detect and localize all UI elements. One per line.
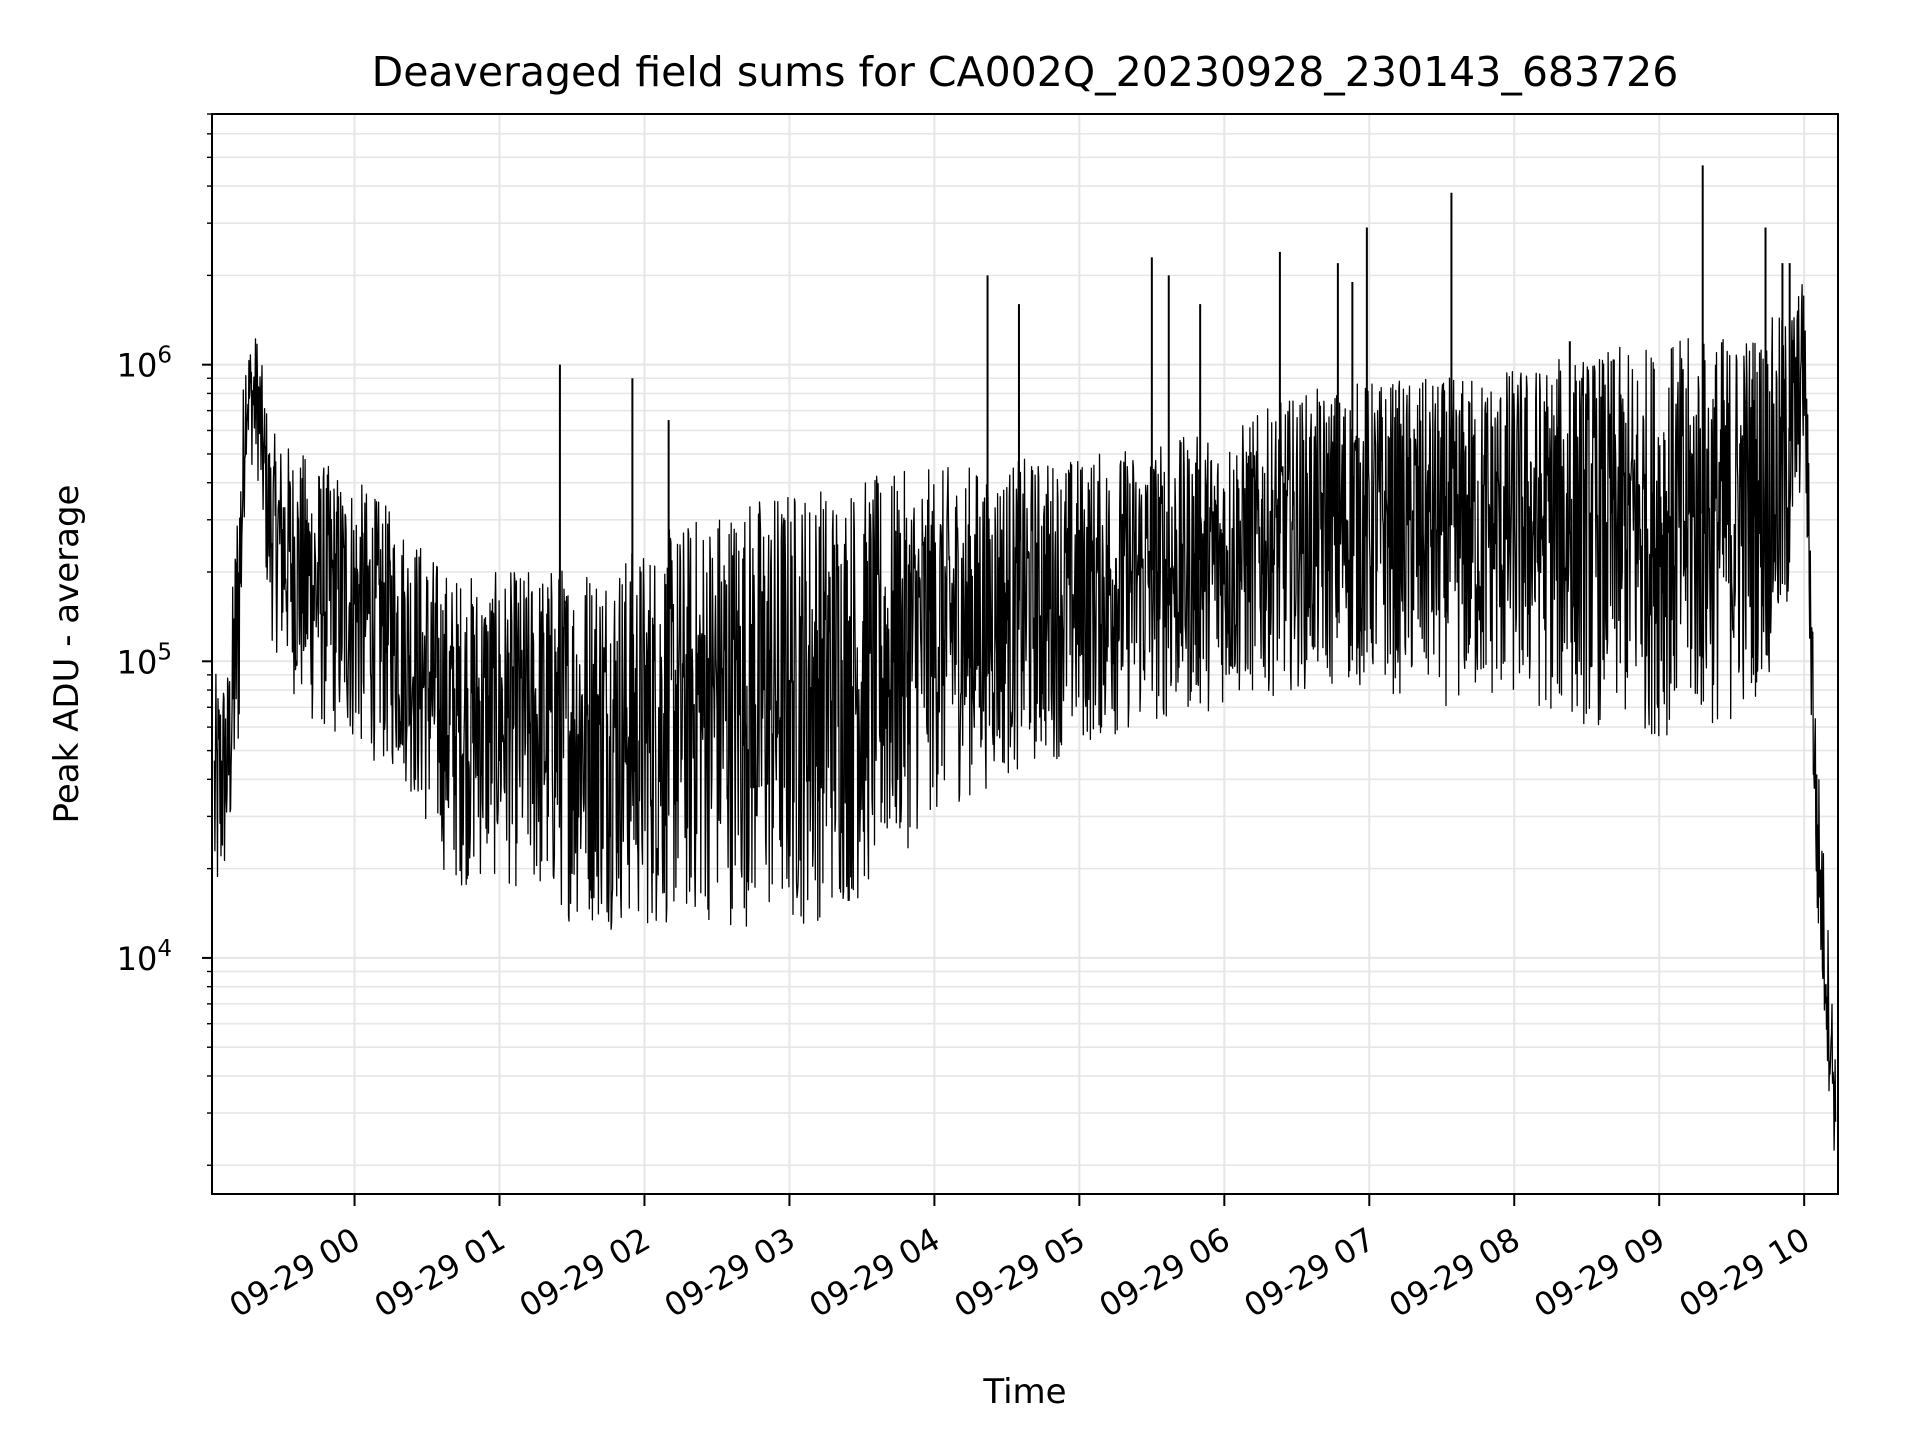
y-tick-exponent: 4 [157, 936, 172, 962]
x-axis-label: Time [982, 1372, 1066, 1412]
chart-title: Deaveraged field sums for CA002Q_2023092… [372, 48, 1679, 96]
y-tick-exponent: 6 [157, 343, 172, 369]
y-tick-base: 10 [117, 347, 158, 385]
y-tick-label: 106 [117, 343, 172, 385]
plot-frame [211, 113, 1839, 1195]
y-axis-label: Peak ADU - average [47, 485, 87, 824]
y-tick-exponent: 5 [157, 639, 172, 665]
y-tick-label: 105 [117, 639, 172, 681]
series-line [213, 284, 1837, 1151]
series-layer [213, 165, 1837, 1151]
y-tick-base: 10 [117, 940, 158, 978]
y-tick-label: 104 [117, 936, 172, 978]
y-tick-base: 10 [117, 643, 158, 681]
